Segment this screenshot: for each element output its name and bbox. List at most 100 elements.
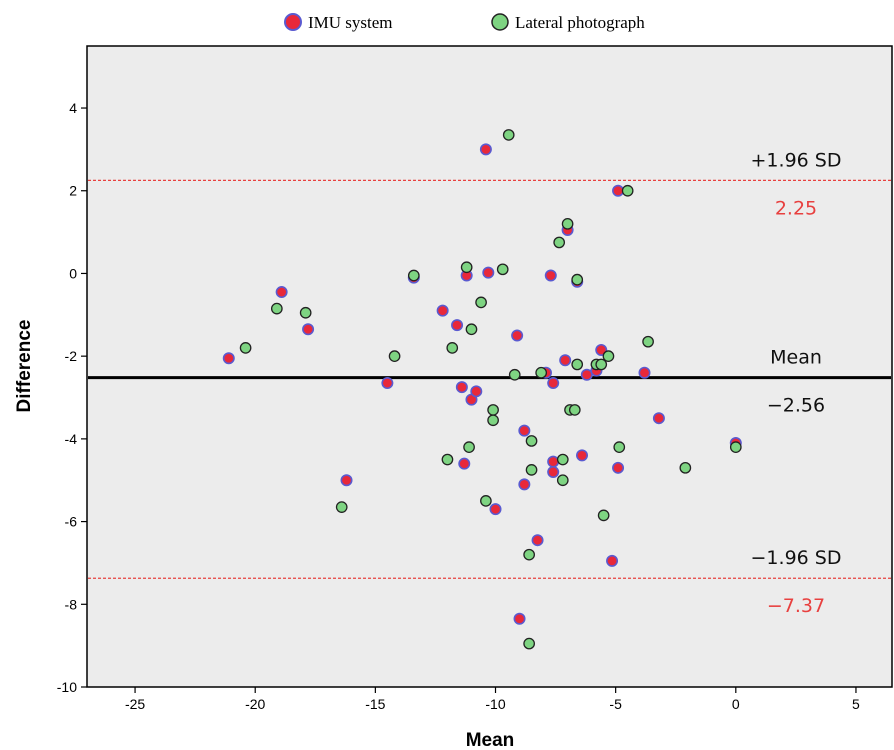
imu-point	[544, 269, 557, 282]
x-tick-label: 0	[732, 696, 740, 712]
reference-value: −2.56	[767, 395, 825, 417]
lateral-point	[561, 217, 574, 230]
lateral-point	[299, 306, 312, 319]
imu-point	[479, 143, 492, 156]
imu-point	[451, 319, 464, 332]
y-axis-title: Difference	[14, 320, 35, 413]
lateral-point	[270, 302, 283, 315]
lateral-point	[597, 509, 610, 522]
x-tick-label: 5	[852, 696, 860, 712]
x-tick-label: -25	[125, 696, 145, 712]
imu-point	[458, 457, 471, 470]
y-tick-label: -10	[57, 679, 77, 695]
lateral-point	[388, 350, 401, 363]
imu-point	[531, 534, 544, 547]
y-tick-label: 0	[69, 265, 77, 281]
imu-point	[302, 323, 315, 336]
lateral-point	[525, 464, 538, 476]
lateral-point	[568, 404, 581, 416]
imu-point	[340, 474, 353, 487]
imu-point	[470, 385, 483, 398]
y-tick-label: -2	[65, 348, 78, 364]
lateral-point	[465, 323, 478, 336]
lateral-point	[487, 414, 499, 427]
imu-point	[638, 366, 651, 379]
legend: IMU system Lateral photograph	[284, 13, 645, 32]
lateral-point	[508, 368, 521, 381]
imu-point	[511, 329, 524, 342]
imu-point	[652, 412, 665, 425]
reference-label: +1.96 SD	[751, 149, 842, 171]
legend-label-lateral: Lateral photograph	[515, 13, 645, 32]
lateral-point	[502, 129, 515, 141]
lateral-point	[523, 548, 535, 561]
lateral-point	[525, 435, 538, 447]
reference-value: −7.37	[767, 595, 825, 617]
reference-annotations: +1.96 SD 2.25 Mean −2.56 −1.96 SD −7.37	[751, 149, 842, 617]
legend-marker-imu	[284, 13, 302, 31]
lateral-point	[556, 474, 569, 487]
lateral-point	[621, 184, 634, 197]
lateral-point	[475, 296, 487, 309]
imu-point	[595, 343, 608, 356]
x-tick-label: -5	[609, 696, 622, 712]
imu-point	[547, 377, 560, 390]
lateral-point	[487, 404, 499, 416]
imu-point	[559, 354, 572, 367]
imu-point	[518, 424, 531, 437]
imu-point	[482, 266, 495, 279]
reference-label: Mean	[770, 347, 822, 369]
imu-point	[606, 554, 619, 567]
lateral-point	[523, 637, 535, 650]
lateral-point	[553, 236, 566, 249]
lateral-point	[407, 269, 420, 282]
lateral-point	[480, 495, 492, 507]
y-tick-label: -6	[65, 514, 78, 530]
imu-point	[612, 461, 625, 474]
imu-point	[275, 286, 288, 299]
lateral-point	[446, 342, 459, 354]
lateral-point	[535, 366, 548, 379]
lateral-point	[460, 261, 473, 274]
lateral-point	[463, 441, 475, 453]
y-tick-label: 4	[69, 100, 77, 116]
imu-point	[513, 612, 526, 625]
imu-point	[547, 455, 560, 468]
imu-point	[576, 449, 589, 462]
imu-point	[222, 352, 235, 365]
lateral-point	[679, 461, 692, 474]
x-tick-label: -20	[245, 696, 265, 712]
imu-point	[381, 377, 394, 390]
lateral-point	[729, 441, 742, 453]
legend-marker-lateral	[491, 13, 509, 31]
imu-point	[518, 478, 531, 491]
y-tick-label: -8	[65, 596, 78, 612]
lateral-point	[571, 273, 584, 286]
lateral-point	[556, 453, 569, 466]
lateral-point	[239, 342, 252, 354]
lateral-point	[571, 358, 584, 371]
imu-point	[455, 381, 468, 394]
reference-label: −1.96 SD	[751, 547, 842, 569]
x-tick-label: -15	[365, 696, 385, 712]
x-axis-title: Mean	[466, 730, 515, 750]
imu-point	[436, 304, 449, 317]
lateral-point	[496, 263, 509, 276]
lateral-point	[602, 350, 615, 363]
lateral-point	[335, 501, 348, 513]
imu-point	[580, 368, 593, 381]
data-points	[222, 129, 742, 650]
reference-lines	[88, 179, 891, 579]
lateral-point	[642, 335, 654, 348]
reference-value: 2.25	[775, 197, 817, 219]
imu-point	[612, 184, 625, 197]
imu-point	[489, 503, 502, 516]
lateral-point	[441, 453, 454, 466]
legend-label-imu: IMU system	[308, 13, 393, 32]
lateral-point	[595, 358, 608, 371]
lateral-point	[613, 441, 626, 453]
x-tick-label: -10	[485, 696, 505, 712]
y-tick-label: 2	[69, 183, 77, 199]
